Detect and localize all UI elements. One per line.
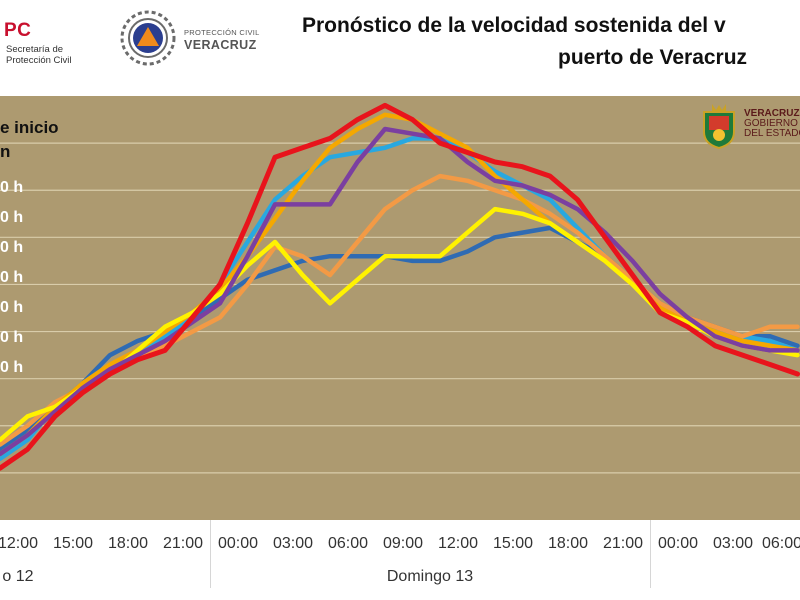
- day-separator: [210, 520, 211, 588]
- x-tick-label: 15:00: [52, 535, 94, 552]
- proteccion-civil-emblem-icon: [120, 10, 176, 66]
- x-tick-label: 12:00: [0, 535, 39, 552]
- pc-logo-line2: Protección Civil: [6, 55, 72, 66]
- x-day-label: Domingo 13: [386, 568, 474, 585]
- x-tick-label: 06:00: [327, 535, 369, 552]
- legend-heading-line1: e inicio: [0, 118, 59, 137]
- chart-title-line2: puerto de Veracruz: [558, 46, 748, 69]
- x-tick-label: 12:00: [437, 535, 479, 552]
- header: PC Secretaría de Protección Civil PROTEC…: [0, 0, 800, 96]
- x-day-label: o 12: [2, 568, 34, 585]
- chart-title-line1: Pronóstico de la velocidad sostenida del…: [302, 14, 726, 37]
- gobierno-estado-logo: VERACRUZ GOBIERNO DEL ESTADO: [700, 102, 800, 156]
- pcv-logo-line2: VERACRUZ: [184, 38, 257, 52]
- x-tick-label: 09:00: [382, 535, 424, 552]
- x-tick-label: 00:00: [217, 535, 259, 552]
- estado-logo-line3: DEL ESTADO: [744, 128, 800, 139]
- x-tick-label: 21:00: [162, 535, 204, 552]
- series-line-2: [0, 136, 800, 462]
- legend-item-4: 0 h: [0, 269, 24, 286]
- pc-logo-line1: Secretaría de: [6, 44, 64, 55]
- legend-item-1: 0 h: [0, 179, 24, 196]
- line-chart: [0, 102, 800, 474]
- x-tick-label: 18:00: [547, 535, 589, 552]
- pc-logo: PC Secretaría de Protección Civil: [0, 14, 110, 74]
- estado-logo-text: VERACRUZ GOBIERNO DEL ESTADO: [744, 109, 800, 139]
- plot-area: e inicio n 0 h 0 h 0 h 0 h 0 h 0 h 0 h V…: [0, 96, 800, 520]
- veracruz-coat-of-arms-icon: [703, 104, 735, 150]
- x-tick-label: 21:00: [602, 535, 644, 552]
- series-line-7: [0, 102, 800, 471]
- legend-item-7: 0 h: [0, 359, 24, 376]
- x-tick-label: 03:00: [272, 535, 314, 552]
- pcv-logo-line1: PROTECCIÓN CIVIL: [184, 28, 260, 37]
- x-axis: 12:00 15:00 18:00 21:00 00:00 03:00 06:0…: [0, 520, 800, 600]
- legend-heading-line2: n: [0, 142, 11, 161]
- day-separator: [650, 520, 651, 588]
- legend-item-6: 0 h: [0, 329, 24, 346]
- estado-logo-line1: VERACRUZ: [744, 108, 800, 119]
- pcv-logo-text: PROTECCIÓN CIVIL VERACRUZ: [184, 28, 260, 52]
- legend-item-3: 0 h: [0, 239, 24, 256]
- x-tick-label: 03:00: [712, 535, 754, 552]
- x-tick-label: 15:00: [492, 535, 534, 552]
- x-tick-label: 00:00: [657, 535, 699, 552]
- pc-logo-mark: PC: [4, 20, 32, 41]
- legend-item-5: 0 h: [0, 299, 24, 316]
- series-line-1: [0, 225, 800, 452]
- x-tick-label: 18:00: [107, 535, 149, 552]
- estado-logo-line2: GOBIERNO: [744, 118, 798, 129]
- legend-item-2: 0 h: [0, 209, 24, 226]
- x-tick-label: 06:00: [761, 535, 800, 552]
- series-line-6: [0, 126, 800, 457]
